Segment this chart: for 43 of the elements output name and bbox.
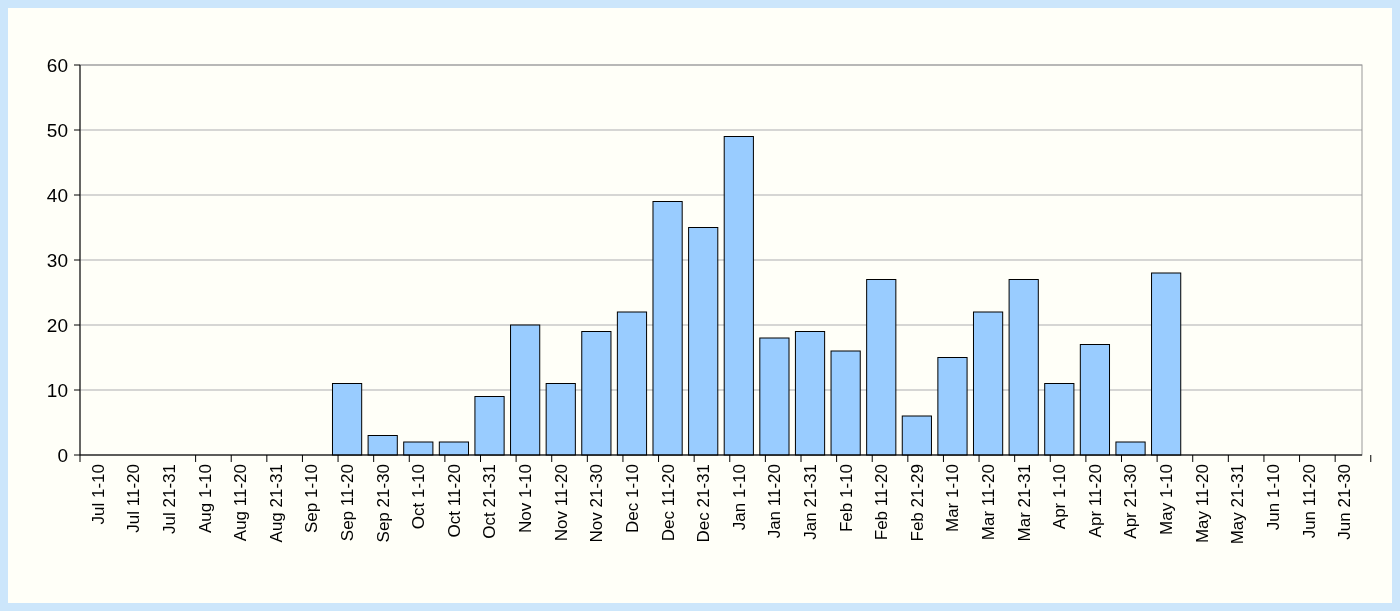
y-tick-label: 10 [46,379,68,401]
x-tick-label: Sep 21-30 [373,464,393,543]
x-tick-label: Jul 11-20 [124,464,144,533]
x-tick-label: Nov 11-20 [551,464,571,542]
x-tick-label: Apr 11-20 [1085,464,1105,538]
x-tick-label: Mar 1-10 [943,464,963,533]
x-tick-label: Jan 11-20 [765,464,785,539]
x-tick-label: May 1-10 [1157,464,1177,535]
x-tick-label: Jun 21-30 [1335,464,1355,540]
x-tick-label: Aug 21-31 [266,464,286,543]
x-tick-label: Jan 1-10 [729,464,749,531]
x-tick-label: Nov 21-30 [587,464,607,543]
x-tick-label: Jan 21-31 [800,464,820,540]
x-tick-label: Sep 1-10 [302,464,322,533]
x-tick-label: Jun 11-20 [1299,464,1319,539]
x-tick-label: Mar 21-31 [1014,464,1034,542]
x-tick-label: Jul 1-10 [88,464,108,525]
x-tick-label: Nov 1-10 [516,464,536,533]
x-tick-label: May 21-31 [1228,464,1248,545]
y-tick-label: 40 [46,184,68,206]
y-tick-label: 50 [46,119,68,141]
x-tick-label: Oct 1-10 [409,464,429,530]
y-tick-label: 20 [46,314,68,336]
x-tick-label: Jun 1-10 [1263,464,1283,531]
x-tick-label: Dec 11-20 [658,464,678,542]
x-tick-label: Mar 11-20 [979,464,999,541]
x-tick-label: Apr 1-10 [1050,464,1070,530]
x-tick-label: Apr 21-30 [1121,464,1141,539]
x-tick-label: Feb 1-10 [836,464,856,533]
x-tick-label: May 11-20 [1192,464,1212,544]
x-tick-label: Sep 11-20 [338,464,358,542]
y-tick-label: 30 [46,249,68,271]
x-tick-label: Dec 21-31 [694,464,714,543]
x-tick-label: Feb 21-29 [907,464,927,542]
x-tick-label: Oct 21-31 [480,464,500,539]
x-tick-label: Dec 1-10 [622,464,642,533]
y-tick-label: 60 [46,54,68,76]
x-tick-label: Feb 11-20 [872,464,892,541]
x-tick-label: Jul 21-31 [159,464,179,534]
y-tick-label: 0 [57,444,68,466]
x-tick-label: Aug 11-20 [231,464,251,542]
x-tick-label: Aug 1-10 [195,464,215,533]
x-tick-label: Oct 11-20 [444,464,464,538]
